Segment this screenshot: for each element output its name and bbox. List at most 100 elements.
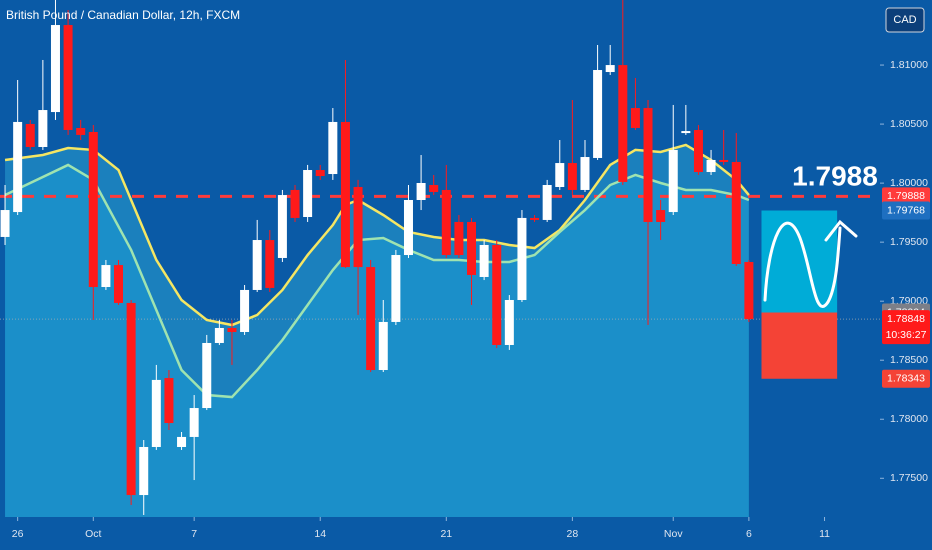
price-badge — [882, 310, 930, 345]
currency[interactable]: CAD — [893, 14, 916, 26]
x-tick-label: 14 — [314, 528, 326, 540]
candle-body — [366, 267, 376, 371]
candle-body — [567, 163, 577, 190]
candle-body — [353, 187, 363, 268]
candle-body — [492, 244, 502, 345]
candle-body — [744, 261, 754, 320]
y-tick-label: 1.81000 — [890, 59, 928, 71]
candle-body — [643, 108, 653, 222]
candle-body — [303, 170, 313, 218]
price-badge-label: 1.79768 — [887, 204, 925, 216]
countdown: 10:36:27 — [886, 329, 927, 341]
candle-body — [277, 195, 287, 258]
candle-body — [139, 446, 149, 496]
candle-body — [517, 217, 527, 300]
forecast-arrow — [763, 219, 858, 308]
candle-body — [504, 299, 514, 345]
candle-body — [214, 327, 224, 343]
axes: 1.775001.780001.785001.790001.795001.800… — [12, 59, 930, 540]
candle-body — [605, 65, 615, 73]
x-tick-label: 6 — [746, 528, 752, 540]
candle-body — [151, 379, 161, 447]
x-tick-label: Nov — [664, 528, 683, 540]
candle-body — [164, 378, 174, 424]
y-tick-label: 1.80500 — [890, 118, 928, 130]
candle-body — [252, 240, 262, 290]
candle-body — [25, 123, 35, 147]
annotation: 1.7988 — [792, 160, 878, 191]
candle-body — [227, 327, 237, 332]
candle-body — [454, 221, 464, 256]
candle-body — [681, 131, 691, 134]
candle-body — [340, 121, 350, 268]
x-tick-label: 11 — [819, 528, 830, 540]
x-tick-label: 26 — [12, 528, 24, 540]
x-tick-label: 28 — [567, 528, 579, 540]
candle-body — [555, 163, 565, 188]
target-zone — [761, 210, 838, 313]
candle-body — [668, 149, 678, 213]
candle-body — [38, 110, 48, 147]
candle-body — [265, 240, 275, 288]
y-tick-label: 1.77500 — [890, 472, 928, 484]
candle-body — [391, 255, 401, 322]
price-badge-label: 1.78343 — [887, 373, 925, 385]
y-tick-label: 1.80000 — [890, 177, 928, 189]
candle-body — [706, 159, 716, 173]
x-tick-label: Oct — [85, 528, 101, 540]
y-tick-label: 1.79500 — [890, 236, 928, 248]
candle-body — [656, 210, 666, 222]
price-badge — [882, 369, 930, 388]
candle-body — [177, 436, 187, 447]
candle-body — [542, 185, 552, 220]
candle-body — [593, 70, 603, 158]
candle-body — [403, 199, 413, 256]
plot-area — [0, 0, 880, 517]
candle-body — [76, 127, 86, 135]
arrow-curve — [763, 221, 842, 308]
currency-box[interactable] — [885, 7, 925, 33]
candle-body — [13, 121, 23, 213]
price-badge-label: 1.78848 — [887, 313, 925, 325]
stop-zone — [761, 312, 838, 379]
candle-body — [114, 265, 124, 303]
price-badge — [882, 201, 930, 220]
candle-body — [580, 157, 590, 190]
candle-body — [0, 210, 10, 237]
price-badge-label: 1.79888 — [887, 190, 925, 202]
candle-body — [693, 129, 703, 173]
candle-body — [189, 408, 199, 437]
y-tick-label: 1.78500 — [890, 354, 928, 366]
candle-body — [126, 302, 136, 496]
candle-body — [630, 108, 640, 128]
moving-average — [4, 143, 750, 327]
x-tick-label: 21 — [440, 528, 452, 540]
candle-body — [50, 25, 60, 113]
candle-body — [315, 170, 325, 177]
candle-body — [290, 189, 300, 218]
candle-body — [618, 65, 628, 182]
chart-title: British Pound / Canadian Dollar, 12h, FX… — [6, 8, 240, 22]
candle-body — [240, 289, 250, 332]
candle-body — [429, 185, 439, 192]
y-tick-label: 1.78000 — [890, 413, 928, 425]
ma-band — [5, 144, 749, 398]
candle-body — [63, 25, 73, 130]
candle-body — [530, 217, 540, 220]
x-tick-label: 7 — [191, 528, 197, 540]
candle-body — [202, 342, 212, 409]
candle-body — [88, 131, 98, 288]
arrow-head — [824, 219, 858, 242]
candle-body — [719, 159, 729, 162]
candle-body — [467, 221, 477, 275]
candle-body — [416, 182, 426, 200]
candle-body — [378, 321, 388, 371]
candle-body — [101, 265, 111, 288]
candle-body — [479, 244, 489, 277]
candle-body — [731, 161, 741, 264]
candle-body — [441, 189, 451, 256]
candle-body — [328, 121, 338, 175]
price-badge — [882, 187, 930, 206]
